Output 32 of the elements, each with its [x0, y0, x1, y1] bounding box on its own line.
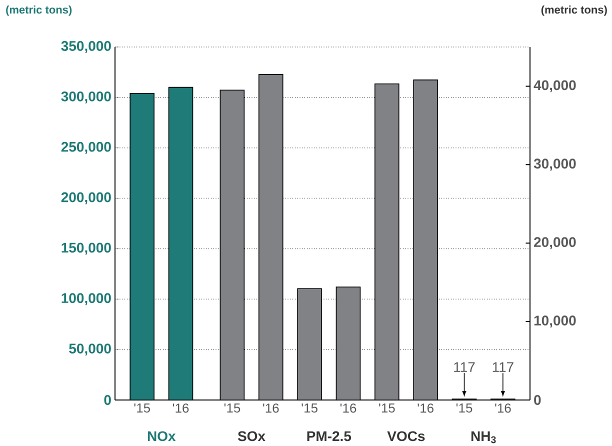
y-tick-label: 300,000: [61, 91, 111, 104]
y-axis-title: (metric tons): [6, 6, 72, 16]
y2-tick-label: 20,000: [534, 237, 576, 250]
y-tick-label: 150,000: [62, 242, 111, 255]
data-label: 117: [454, 362, 475, 372]
y-tick-label: 50,000: [69, 344, 111, 356]
text: VOCs: [387, 431, 425, 442]
x-tick-label: '15: [134, 404, 150, 413]
y2-tick-label: 10,000: [534, 316, 576, 328]
x-tick-label: '15: [302, 404, 318, 413]
x-tick-label: '16: [172, 404, 189, 413]
x-tick-label: '16: [495, 404, 511, 413]
y-tick-label: 350,000: [61, 41, 111, 53]
text: PM-2.5: [307, 431, 352, 442]
x-tick-label: '16: [263, 404, 279, 413]
x-tick-label: '15: [456, 404, 472, 413]
x-tick-label: '16: [418, 404, 434, 413]
x-tick-label: '15: [224, 404, 240, 413]
y2-tick-label: 30,000: [534, 158, 576, 171]
y2-tick-label: 0: [534, 395, 541, 405]
text: NH$_{3}$: [471, 431, 496, 444]
y-tick-label: 250,000: [61, 142, 111, 154]
y2-axis-title: (metric tons): [541, 6, 607, 16]
y-tick-label: 200,000: [61, 192, 111, 204]
text: SOx: [238, 431, 266, 442]
y-tick-label: 100,000: [62, 293, 111, 306]
data-label: 117: [492, 362, 514, 372]
y-tick-label: 0: [104, 395, 111, 405]
x-tick-label: '15: [379, 404, 395, 413]
y2-tick-label: 40,000: [534, 80, 576, 92]
x-tick-label: '16: [340, 404, 356, 413]
text: NOx: [148, 431, 176, 442]
